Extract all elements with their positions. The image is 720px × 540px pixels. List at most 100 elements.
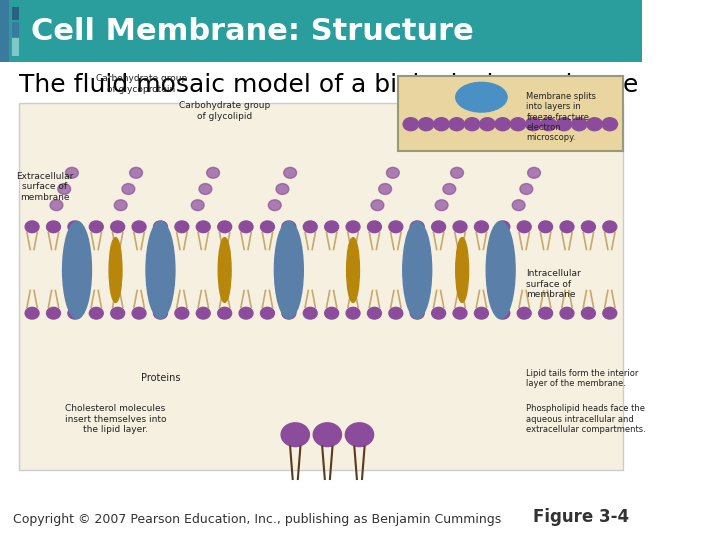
Circle shape — [560, 307, 574, 319]
Ellipse shape — [274, 221, 303, 319]
Circle shape — [443, 184, 456, 194]
Circle shape — [433, 118, 449, 131]
Circle shape — [89, 221, 103, 233]
Circle shape — [582, 307, 595, 319]
FancyBboxPatch shape — [12, 7, 19, 20]
Text: Intracellular
surface of
membrane: Intracellular surface of membrane — [526, 269, 581, 299]
Circle shape — [496, 221, 510, 233]
Circle shape — [517, 221, 531, 233]
Circle shape — [602, 118, 618, 131]
Text: The fluid mosaic model of a biological membrane: The fluid mosaic model of a biological m… — [19, 73, 639, 97]
Circle shape — [47, 307, 60, 319]
Circle shape — [175, 307, 189, 319]
FancyBboxPatch shape — [19, 103, 623, 470]
Circle shape — [410, 307, 424, 319]
Circle shape — [261, 307, 274, 319]
Circle shape — [47, 221, 60, 233]
Circle shape — [410, 221, 424, 233]
Text: Carbohydrate group
of glycoprotein: Carbohydrate group of glycoprotein — [96, 75, 186, 94]
Circle shape — [197, 307, 210, 319]
Circle shape — [66, 167, 78, 178]
Circle shape — [587, 118, 602, 131]
Circle shape — [68, 307, 82, 319]
Circle shape — [528, 167, 541, 178]
Ellipse shape — [402, 221, 432, 319]
Circle shape — [153, 221, 168, 233]
Circle shape — [403, 118, 418, 131]
Circle shape — [526, 118, 541, 131]
Text: Extracellular
surface of
membrane: Extracellular surface of membrane — [17, 172, 73, 202]
Circle shape — [269, 200, 281, 211]
Circle shape — [520, 184, 533, 194]
Circle shape — [346, 423, 374, 447]
Circle shape — [217, 221, 232, 233]
Circle shape — [387, 167, 400, 178]
Circle shape — [130, 167, 143, 178]
Circle shape — [281, 423, 310, 447]
Circle shape — [261, 221, 274, 233]
Circle shape — [276, 184, 289, 194]
Text: Proteins: Proteins — [140, 373, 180, 383]
Circle shape — [389, 221, 402, 233]
Circle shape — [192, 200, 204, 211]
Circle shape — [379, 184, 392, 194]
Circle shape — [474, 307, 488, 319]
Circle shape — [282, 221, 296, 233]
Circle shape — [325, 307, 338, 319]
Circle shape — [111, 221, 125, 233]
Circle shape — [25, 307, 39, 319]
Circle shape — [512, 200, 525, 211]
Circle shape — [603, 221, 617, 233]
Circle shape — [603, 307, 617, 319]
Circle shape — [480, 118, 495, 131]
Circle shape — [207, 167, 220, 178]
Circle shape — [418, 118, 434, 131]
FancyBboxPatch shape — [0, 0, 9, 62]
FancyBboxPatch shape — [12, 22, 19, 37]
Circle shape — [114, 200, 127, 211]
Circle shape — [556, 118, 572, 131]
Circle shape — [367, 221, 382, 233]
Circle shape — [367, 307, 382, 319]
Circle shape — [453, 307, 467, 319]
Circle shape — [132, 221, 146, 233]
Circle shape — [239, 221, 253, 233]
Circle shape — [50, 200, 63, 211]
Circle shape — [517, 307, 531, 319]
Circle shape — [496, 307, 510, 319]
Circle shape — [464, 118, 480, 131]
Ellipse shape — [486, 221, 515, 319]
Circle shape — [175, 221, 189, 233]
Circle shape — [122, 184, 135, 194]
Circle shape — [510, 118, 526, 131]
Ellipse shape — [109, 238, 122, 302]
Circle shape — [449, 118, 464, 131]
Circle shape — [451, 167, 464, 178]
Circle shape — [541, 118, 557, 131]
Circle shape — [313, 423, 341, 447]
Text: Copyright © 2007 Pearson Education, Inc., publishing as Benjamin Cummings: Copyright © 2007 Pearson Education, Inc.… — [13, 514, 501, 526]
Circle shape — [303, 221, 318, 233]
Circle shape — [284, 167, 297, 178]
Circle shape — [68, 221, 82, 233]
Circle shape — [132, 307, 146, 319]
Circle shape — [217, 307, 232, 319]
Text: Cholesterol molecules
insert themselves into
the lipid layer.: Cholesterol molecules insert themselves … — [65, 404, 166, 434]
Circle shape — [58, 184, 71, 194]
Text: Phospholipid heads face the
aqueous intracellular and
extracellular compartments: Phospholipid heads face the aqueous intr… — [526, 404, 646, 434]
Ellipse shape — [456, 238, 469, 302]
Circle shape — [474, 221, 488, 233]
Circle shape — [346, 221, 360, 233]
Circle shape — [582, 221, 595, 233]
Circle shape — [153, 307, 168, 319]
Ellipse shape — [346, 238, 359, 302]
Ellipse shape — [146, 221, 175, 319]
Circle shape — [560, 221, 574, 233]
Ellipse shape — [456, 82, 507, 112]
Circle shape — [89, 307, 103, 319]
Circle shape — [539, 307, 552, 319]
Circle shape — [239, 307, 253, 319]
Circle shape — [432, 307, 446, 319]
Circle shape — [303, 307, 318, 319]
Text: Figure 3-4: Figure 3-4 — [533, 509, 629, 526]
